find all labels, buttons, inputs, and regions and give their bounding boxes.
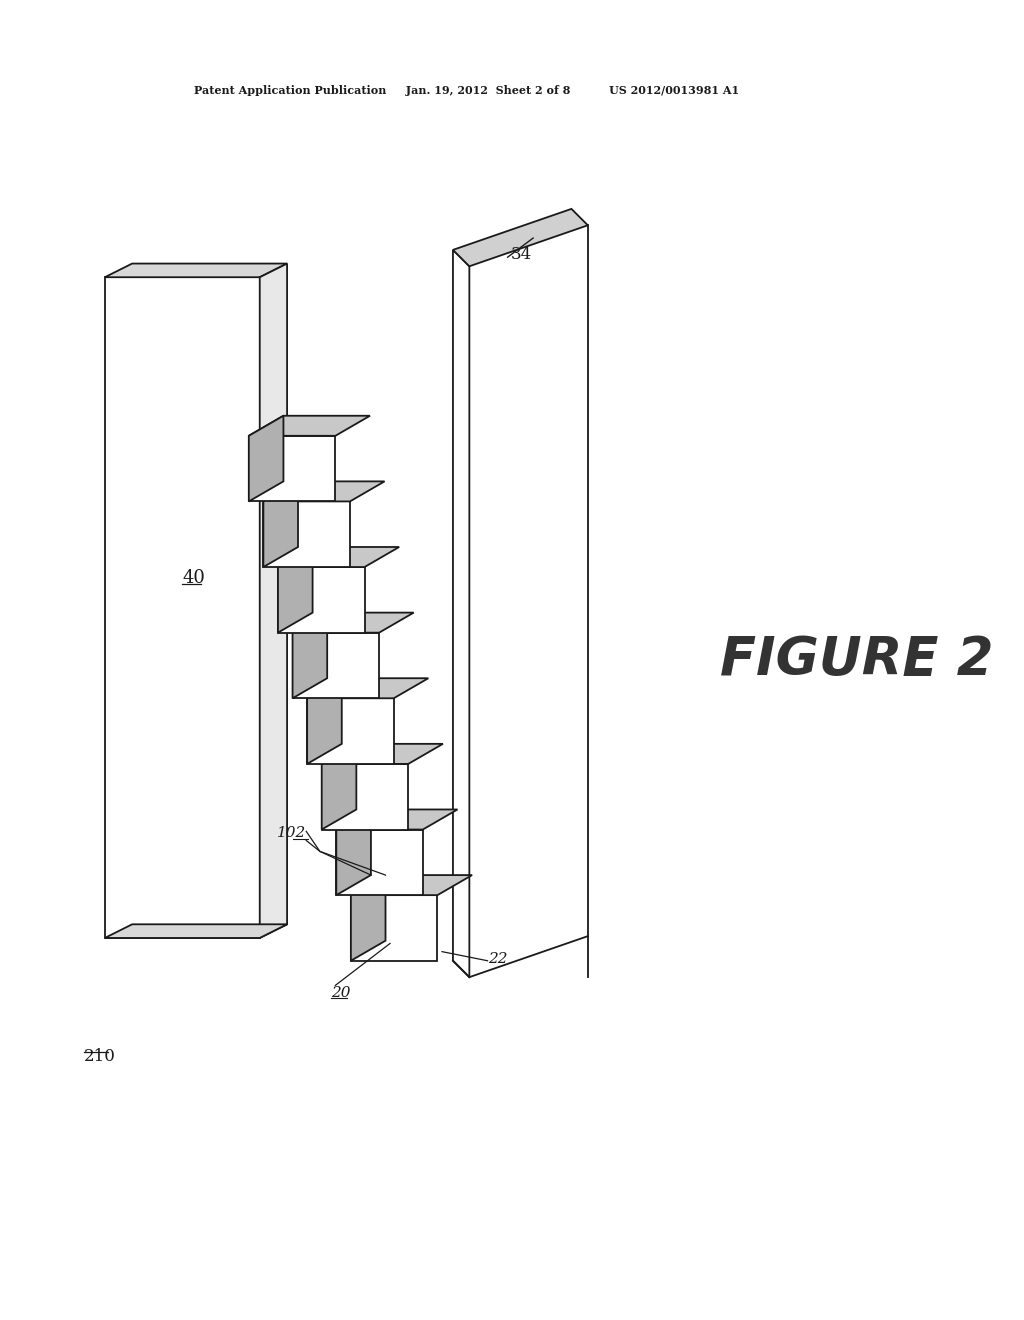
Polygon shape [307,678,342,764]
Polygon shape [263,482,298,568]
Polygon shape [293,612,328,698]
Polygon shape [249,416,284,502]
Polygon shape [453,249,469,977]
Text: 22: 22 [487,952,507,966]
Polygon shape [336,809,458,829]
Polygon shape [351,895,437,961]
Polygon shape [278,546,312,632]
Text: 20: 20 [331,986,350,999]
Polygon shape [293,632,379,698]
Polygon shape [104,277,260,939]
Text: 210: 210 [84,1048,116,1065]
Text: FIGURE 2: FIGURE 2 [720,634,993,686]
Polygon shape [249,436,336,502]
Polygon shape [322,764,409,829]
Polygon shape [336,829,423,895]
Polygon shape [336,809,371,895]
Polygon shape [322,744,443,764]
Polygon shape [104,924,287,939]
Text: Patent Application Publication     Jan. 19, 2012  Sheet 2 of 8          US 2012/: Patent Application Publication Jan. 19, … [195,84,739,96]
Polygon shape [278,546,399,568]
Polygon shape [260,264,287,939]
Polygon shape [351,875,472,895]
Polygon shape [263,502,350,568]
Polygon shape [307,678,428,698]
Polygon shape [322,744,356,829]
Polygon shape [249,416,370,436]
Polygon shape [278,568,365,632]
Text: 34: 34 [510,246,531,263]
Polygon shape [351,875,385,961]
Polygon shape [263,482,385,502]
Text: 102: 102 [276,826,306,840]
Text: 40: 40 [182,569,205,587]
Polygon shape [104,264,287,277]
Polygon shape [307,698,393,764]
Polygon shape [453,209,588,267]
Polygon shape [293,612,414,632]
